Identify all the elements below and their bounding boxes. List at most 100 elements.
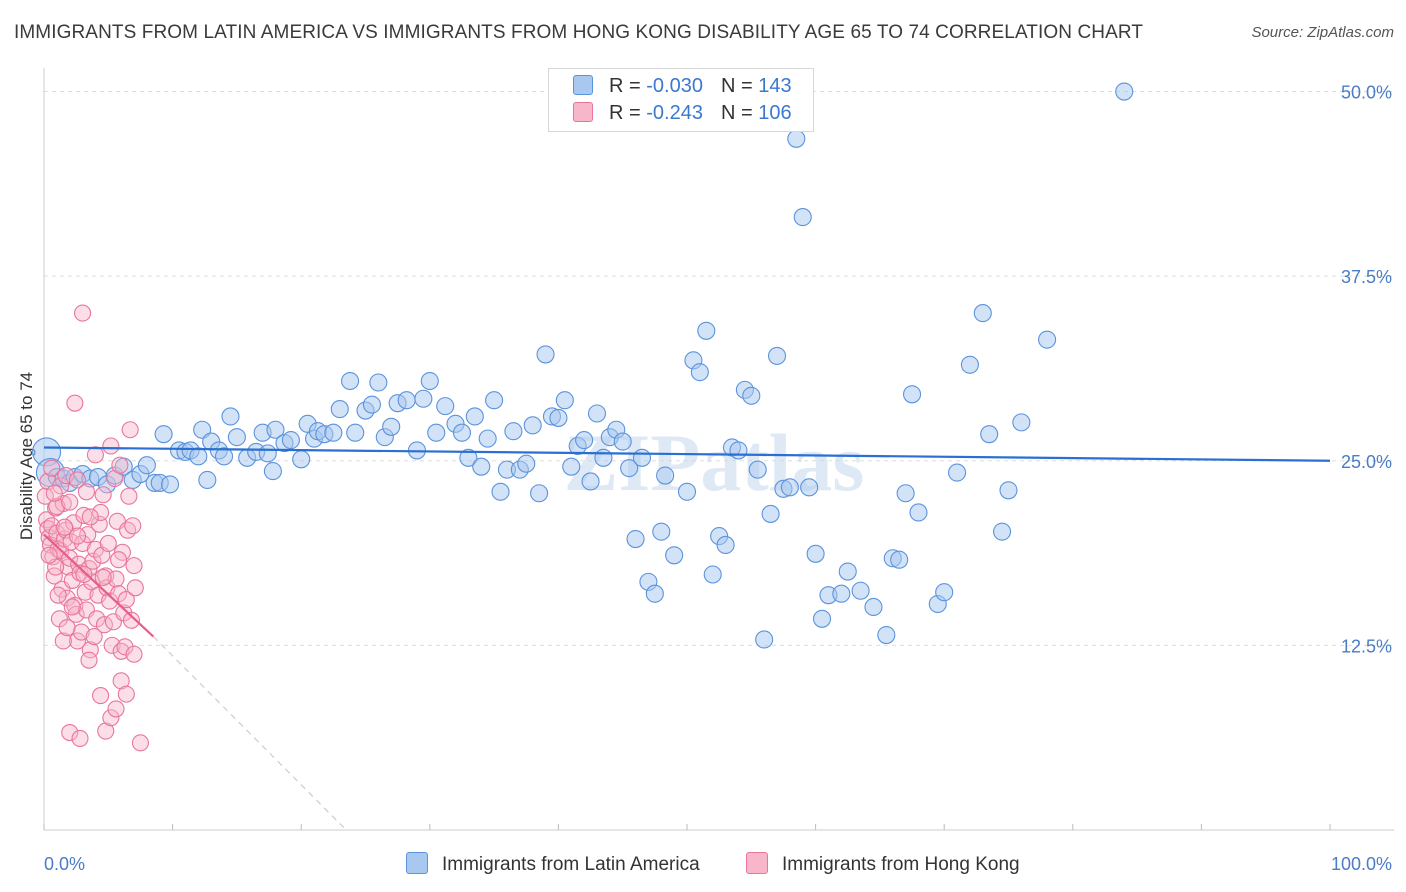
data-point-hong-kong <box>45 484 63 502</box>
chart-title: IMMIGRANTS FROM LATIN AMERICA VS IMMIGRA… <box>14 22 1144 43</box>
data-point-hong-kong <box>74 304 92 322</box>
x-tick-label: 0.0% <box>44 854 85 874</box>
legend-swatch-blue <box>573 75 593 95</box>
data-point-hong-kong <box>68 632 86 650</box>
source-label: Source: ZipAtlas.com <box>1251 24 1394 41</box>
bottom-legend-swatch-pink <box>746 852 768 874</box>
data-point-hong-kong <box>122 611 140 629</box>
data-point-hong-kong <box>92 503 110 522</box>
data-point-latin-america <box>838 562 857 581</box>
data-point-latin-america <box>909 503 928 522</box>
data-point-latin-america <box>504 422 523 441</box>
legend-swatch-pink <box>573 102 593 122</box>
data-point-hong-kong <box>61 723 79 742</box>
data-point-latin-america <box>960 355 979 374</box>
data-point-latin-america <box>263 462 282 481</box>
data-point-latin-america <box>491 482 510 501</box>
data-point-latin-america <box>281 431 300 450</box>
data-point-latin-america <box>999 481 1018 500</box>
data-point-latin-america <box>703 565 722 584</box>
data-point-hong-kong <box>131 734 149 752</box>
data-point-hong-kong <box>124 517 142 535</box>
data-point-hong-kong <box>45 567 63 585</box>
data-point-hong-kong <box>106 469 124 488</box>
data-point-latin-america <box>575 431 594 450</box>
data-point-latin-america <box>832 584 851 603</box>
data-point-latin-america <box>594 448 613 467</box>
trend-extensions <box>152 636 347 831</box>
data-point-latin-america <box>787 129 806 148</box>
data-point-latin-america <box>896 484 915 503</box>
data-point-hong-kong <box>76 583 94 601</box>
data-point-latin-america <box>414 389 433 408</box>
legend-row-latin-america: R = -0.030 N = 143 <box>573 75 792 99</box>
series-hong-kong-points <box>36 304 149 752</box>
data-point-hong-kong <box>94 486 112 504</box>
data-point-latin-america <box>292 450 311 469</box>
data-point-hong-kong <box>36 487 54 505</box>
data-point-hong-kong <box>117 685 135 703</box>
data-point-latin-america <box>780 478 799 497</box>
data-point-latin-america <box>478 429 497 448</box>
bottom-legend: Immigrants from Latin America Immigrants… <box>0 852 1406 878</box>
data-point-hong-kong <box>71 729 89 747</box>
y-tick-label: 50.0% <box>1341 83 1392 103</box>
bottom-legend-latin-america: Immigrants from Latin America <box>406 852 700 876</box>
data-point-latin-america <box>800 478 819 497</box>
data-point-latin-america <box>258 444 277 463</box>
legend-n-value: 106 <box>758 102 792 124</box>
data-point-hong-kong <box>125 645 143 663</box>
data-point-latin-america <box>864 597 883 617</box>
data-point-latin-america <box>485 391 504 410</box>
y-tick-label: 37.5% <box>1341 267 1392 287</box>
data-point-hong-kong <box>94 568 112 586</box>
series-latin-america-points <box>32 82 1134 649</box>
legend-r-label: R = <box>609 102 647 124</box>
data-point-latin-america <box>1012 413 1031 432</box>
data-point-latin-america <box>812 609 832 628</box>
data-point-latin-america <box>645 584 664 603</box>
data-point-hong-kong <box>97 722 115 740</box>
data-point-latin-america <box>729 441 748 460</box>
data-point-latin-america <box>362 395 381 414</box>
data-point-latin-america <box>227 428 246 447</box>
bottom-legend-hong-kong: Immigrants from Hong Kong <box>746 852 1020 876</box>
data-point-latin-america <box>697 321 716 340</box>
data-point-latin-america <box>189 447 208 466</box>
data-point-hong-kong <box>101 592 119 610</box>
legend-n-label: N = <box>720 75 759 97</box>
data-point-latin-america <box>154 425 173 444</box>
data-point-latin-america <box>536 345 555 364</box>
data-point-latin-america <box>341 371 360 391</box>
data-point-hong-kong <box>40 546 58 564</box>
data-point-latin-america <box>793 208 812 227</box>
data-point-latin-america <box>397 391 416 410</box>
data-point-hong-kong <box>120 487 138 505</box>
data-point-hong-kong <box>75 506 93 524</box>
data-point-latin-america <box>973 304 992 323</box>
legend-r-value: -0.243 <box>646 102 703 124</box>
data-point-hong-kong <box>70 555 88 573</box>
data-point-latin-america <box>993 522 1012 541</box>
data-point-latin-america <box>523 416 542 435</box>
data-point-hong-kong <box>75 565 93 584</box>
data-point-hong-kong <box>56 518 74 536</box>
data-point-latin-america <box>632 448 652 467</box>
trend-lines <box>43 446 1331 638</box>
trend-line-latin-america <box>43 446 1331 462</box>
data-point-latin-america <box>656 466 675 485</box>
data-point-hong-kong <box>102 437 120 455</box>
data-point-latin-america <box>452 423 472 442</box>
data-point-latin-america <box>530 484 549 503</box>
data-point-hong-kong <box>86 446 104 464</box>
data-point-latin-america <box>465 407 484 426</box>
data-point-hong-kong <box>43 459 61 477</box>
legend-r-value: -0.030 <box>646 75 703 97</box>
data-point-hong-kong <box>125 557 143 575</box>
data-point-hong-kong <box>110 551 128 569</box>
data-point-latin-america <box>221 407 240 426</box>
legend-n-label: N = <box>720 102 759 124</box>
data-point-latin-america <box>677 482 697 501</box>
x-tick-labels: 0.0% 100.0% <box>44 854 1392 874</box>
